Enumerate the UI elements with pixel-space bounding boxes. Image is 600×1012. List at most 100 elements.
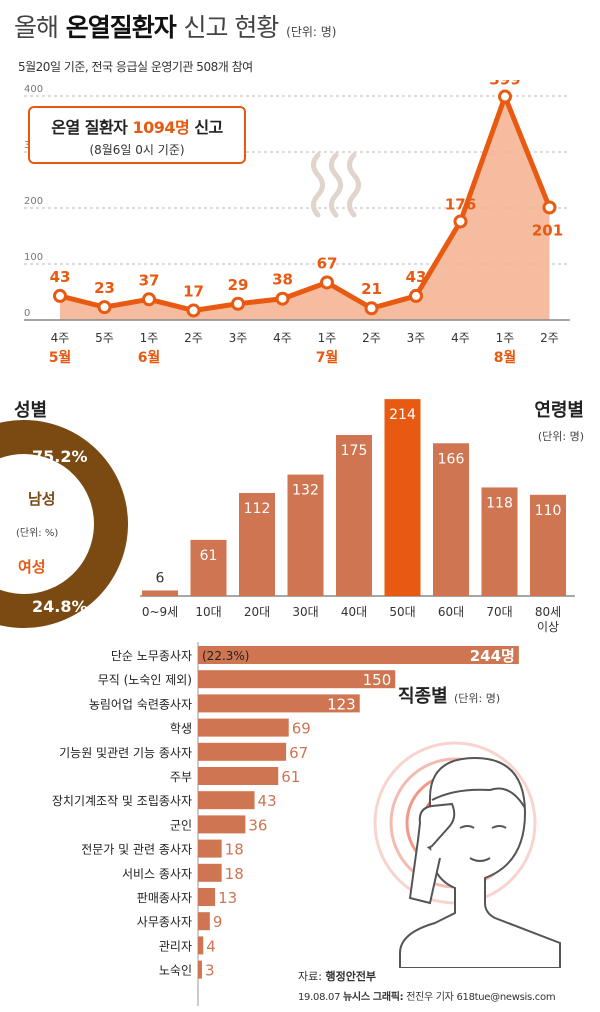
job-bar [198,742,287,761]
series-line [59,94,552,313]
gender-donut-chart: 75.2% 남성 (단위: %) 여성 24.8% [0,420,128,628]
job-bar [198,815,246,834]
source-org: 행정안전부 [325,970,377,983]
job-value-label: 9 [213,913,223,931]
data-label: 399 [489,80,520,89]
x-tick-label: 2주 [540,331,559,345]
job-bar [198,646,519,664]
age-value-label: 132 [292,483,319,499]
x-tick-label: 1주 [140,331,159,345]
source-line: 자료: 행정안전부 [298,968,376,984]
data-point [542,200,557,215]
month-label: 7월 [316,349,339,366]
age-bar [336,435,372,596]
job-category-label: 관리자 [159,939,192,953]
job-category-label: 서비스 종사자 [122,867,192,881]
x-tick-label: 3주 [229,331,248,345]
data-point [453,214,468,229]
job-category-label: 전문가 및 관련 종사자 [81,843,192,857]
age-value-label: 214 [389,407,416,423]
data-label: 23 [94,279,115,297]
job-bar [198,767,279,785]
job-category-label: 기능원 및관련 기능 종사자 [59,746,192,760]
data-point [409,288,423,303]
source-date: 19.08.07 [298,992,341,1003]
x-tick-label: 4주 [451,331,470,345]
gender-unit: (단위: %) [16,526,58,539]
age-value-label: 112 [244,501,271,517]
area-fill [60,96,550,320]
source-credit: 전진우 기자 618tue@newsis.com [406,992,556,1003]
job-category-label: 단순 노무종사자 [111,649,192,663]
age-value-label: 175 [341,443,368,459]
callout-line1: 온열 질환자 1094명 신고 [30,114,244,138]
data-point [498,89,512,104]
source-label: 자료: [298,970,322,983]
data-label: 43 [406,268,427,286]
data-label: 67 [317,254,338,272]
title-unit: (단위: 명) [286,25,337,39]
x-tick-label: 4주 [51,331,70,345]
male-label: 남성 [28,490,56,508]
data-label: 176 [445,195,476,213]
age-category-label: 40대 [341,605,367,619]
month-label: 6월 [138,349,161,366]
job-bar [198,670,396,689]
data-point [275,291,290,306]
headache-illustration [373,741,561,968]
data-point [186,303,201,318]
age-title: 연령별 [534,400,584,421]
donut-hole [0,455,93,593]
job-bar [198,839,222,858]
age-bar [190,539,227,596]
job-category-label: 군인 [170,818,192,832]
y-tick-label: 400 [24,84,43,95]
job-value-label: 18 [225,841,244,859]
y-tick-label: 100 [24,252,43,263]
job-bar [198,863,222,882]
callout-value: 1094명 [132,118,190,137]
job-value-label: 3 [205,962,215,980]
y-tick-label: 200 [24,196,43,207]
job-category-label: 무직 (노숙인 제외) [98,673,192,687]
data-point [142,292,156,307]
job-bar [198,791,255,810]
job-category-label: 장치기계조작 및 조립종사자 [52,794,192,808]
job-share-annotation: (22.3%) [202,649,249,663]
heat-wave-icon [311,152,361,218]
slice-male [0,420,128,628]
callout-prefix: 온열 질환자 [51,118,128,137]
data-point [97,300,112,315]
data-point [231,296,245,311]
job-category-label: 사무종사자 [137,915,192,929]
x-tick-label: 2주 [184,331,203,345]
job-bar [198,694,360,713]
x-tick-label: 5주 [95,331,114,345]
data-label: 43 [50,268,71,286]
age-category-label: 70대 [486,605,512,619]
job-bar [198,718,289,737]
age-category-label: 0~9세 [142,605,178,619]
job-category-label: 학생 [170,722,192,736]
month-label: 5월 [49,349,72,366]
age-category-label: 50대 [389,605,415,619]
job-category-label: 판매종사자 [137,891,192,905]
age-bar [384,399,421,596]
x-tick-label: 2주 [362,331,381,345]
job-value-label: 123 [327,695,356,713]
age-category-label: 이상 [537,620,559,634]
age-category-label: 60대 [438,605,464,619]
job-value-label: 67 [289,744,308,762]
page-title: 올해 온열질환자 신고 현황 (단위: 명) [14,8,336,44]
age-bar [239,492,275,596]
data-label: 29 [228,276,249,294]
gender-title: 성별 [14,400,48,421]
x-tick-label: 1주 [496,331,515,345]
credit-line: 19.08.07 뉴시스 그래픽: 전진우 기자 618tue@newsis.c… [298,988,556,1003]
callout-line2: (8월6일 0시 기준) [89,143,185,157]
age-category-label: 30대 [292,605,318,619]
title-main: 온열질환자 [65,13,177,42]
job-category-label: 농림어업 숙련종사자 [89,697,192,711]
data-label: 37 [139,271,160,289]
x-tick-label: 3주 [407,331,426,345]
